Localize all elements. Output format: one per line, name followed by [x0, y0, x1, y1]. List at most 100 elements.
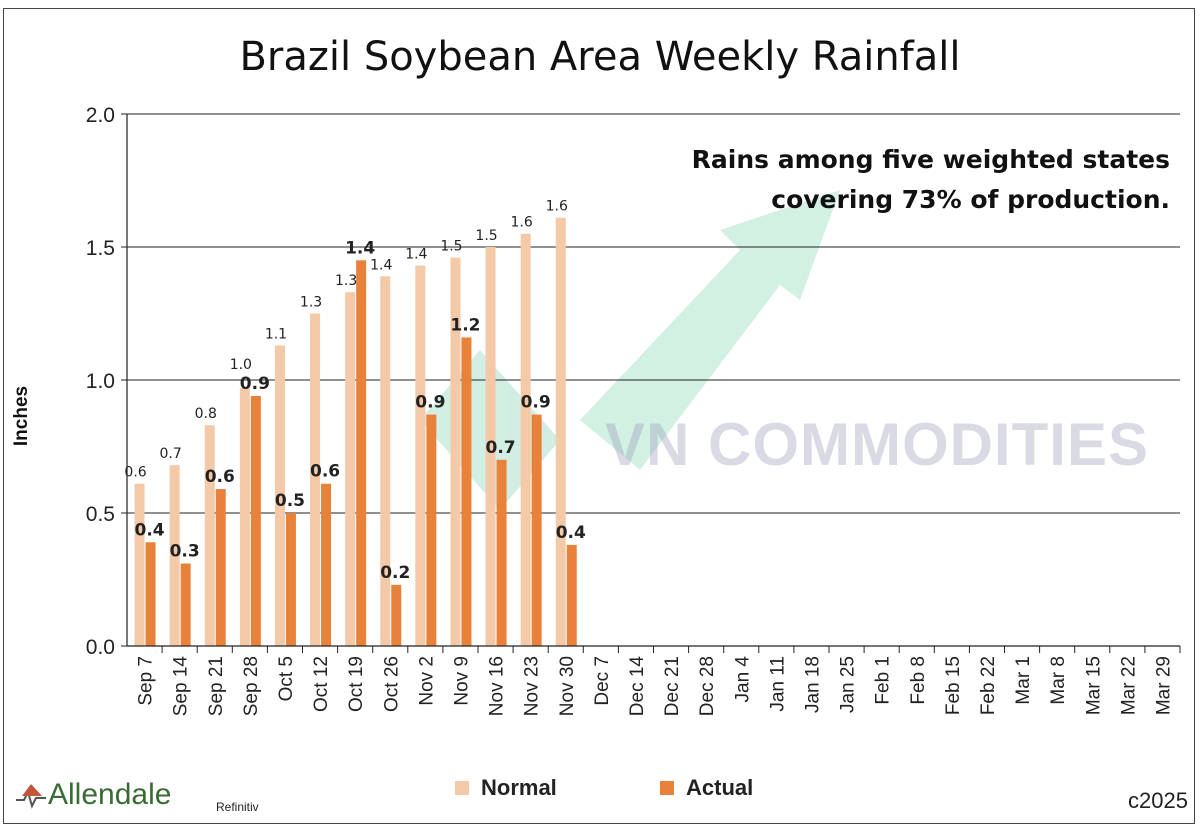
bar-normal: [415, 265, 426, 646]
x-tick-label: Nov 23: [522, 656, 543, 716]
x-tick-label: Sep 14: [171, 656, 192, 717]
y-tick-label: 1.5: [86, 237, 115, 260]
y-tick-label: 0.0: [86, 636, 115, 659]
copyright: c2025: [1128, 788, 1188, 813]
y-tick-label: 0.5: [86, 503, 115, 526]
annotation-line-1: Rains among five weighted states: [691, 145, 1170, 174]
data-label-actual: 0.4: [556, 523, 586, 543]
logo-roof-icon: [16, 784, 46, 809]
data-label-actual: 1.2: [450, 315, 480, 335]
bar-actual: [391, 584, 402, 646]
data-label-actual: 0.7: [485, 438, 515, 458]
bar-actual: [496, 459, 507, 646]
data-label-normal: 1.5: [440, 239, 462, 255]
bar-normal: [485, 247, 496, 646]
x-tick-label: Sep 28: [241, 656, 262, 716]
x-tick-label: Nov 30: [557, 656, 578, 716]
data-label-normal: 1.4: [370, 257, 392, 273]
data-label-normal: 1.0: [230, 357, 252, 373]
x-tick-label: Mar 8: [1048, 656, 1069, 705]
chart-frame: [3, 8, 1195, 824]
data-label-normal: 1.6: [546, 199, 568, 215]
bar-normal: [169, 465, 180, 646]
x-tick-label: Dec 28: [697, 656, 718, 716]
bar-normal: [239, 387, 250, 646]
x-tick-label: Mar 22: [1118, 656, 1139, 715]
data-label-actual: 0.6: [310, 462, 340, 482]
bar-normal: [450, 257, 461, 646]
bar-normal: [134, 483, 145, 646]
legend-swatch-normal: [455, 781, 469, 795]
x-tick-label: Feb 15: [943, 656, 964, 715]
x-tick-label: Jan 11: [767, 656, 788, 712]
x-tick-label: Mar 1: [1013, 656, 1034, 705]
data-label-actual: 0.4: [134, 520, 164, 540]
data-label-normal: 1.3: [335, 273, 357, 289]
x-tick-label: Sep 21: [206, 656, 227, 716]
watermark: VN COMMODITIES: [605, 411, 1150, 478]
bar-normal: [345, 292, 356, 646]
x-tick-label: Oct 26: [381, 656, 402, 712]
x-tick-label: Oct 19: [346, 656, 367, 712]
x-tick-label: Nov 16: [487, 656, 508, 716]
data-label-normal: 1.5: [475, 228, 497, 244]
bar-normal: [310, 313, 321, 646]
bar-normal: [555, 217, 566, 647]
data-label-actual: 1.4: [345, 238, 375, 258]
x-tick-label: Feb 8: [908, 656, 929, 705]
data-label-normal: 0.6: [124, 465, 146, 481]
y-axis-label: Inches: [11, 385, 33, 447]
legend-label-normal: Normal: [481, 775, 557, 800]
data-label-normal: 1.6: [511, 215, 533, 231]
data-label-normal: 1.4: [405, 247, 427, 263]
bar-normal: [204, 425, 215, 646]
y-tick-label: 1.0: [86, 370, 115, 393]
bar-actual: [215, 489, 226, 646]
data-label-normal: 1.1: [265, 326, 287, 342]
x-tick-label: Jan 4: [732, 656, 753, 703]
legend-swatch-actual: [660, 781, 674, 795]
x-tick-label: Sep 7: [136, 656, 157, 706]
x-tick-label: Oct 12: [311, 656, 332, 712]
x-tick-label: Jan 18: [802, 656, 823, 713]
data-label-normal: 1.3: [300, 295, 322, 311]
data-label-actual: 0.5: [275, 491, 305, 511]
bar-normal: [274, 345, 285, 646]
source-label: Refinitiv: [216, 800, 259, 814]
x-tick-label: Dec 14: [627, 656, 648, 717]
bar-actual: [461, 337, 472, 646]
bar-actual: [285, 513, 296, 646]
allendale-logo: Allendale: [14, 778, 171, 812]
x-tick-label: Mar 29: [1153, 656, 1174, 715]
bar-actual: [531, 414, 542, 646]
bar-actual: [321, 483, 332, 646]
x-tick-label: Jan 25: [838, 656, 859, 713]
data-label-normal: 0.7: [160, 446, 182, 462]
bar-actual: [250, 395, 261, 646]
x-tick-label: Dec 21: [662, 656, 683, 716]
legend-normal: Normal: [455, 775, 557, 801]
bar-actual: [356, 260, 367, 646]
x-tick-label: Dec 7: [592, 656, 613, 706]
bar-normal: [520, 233, 531, 646]
data-label-actual: 0.6: [205, 467, 235, 487]
bar-normal: [380, 276, 391, 646]
data-label-actual: 0.3: [170, 542, 200, 562]
bar-actual: [145, 542, 156, 646]
y-tick-label: 2.0: [86, 104, 115, 127]
data-label-actual: 0.2: [380, 563, 410, 583]
legend-actual: Actual: [660, 775, 753, 801]
annotation: Rains among five weighted states coverin…: [692, 140, 1170, 220]
x-tick-label: Oct 5: [276, 656, 297, 701]
annotation-line-2: covering 73% of production.: [771, 185, 1170, 214]
logo-text: Allendale: [48, 778, 172, 811]
legend-label-actual: Actual: [686, 775, 754, 800]
x-tick-label: Nov 9: [451, 656, 472, 706]
x-tick-label: Mar 15: [1083, 656, 1104, 715]
bar-actual: [566, 544, 577, 646]
x-tick-label: Feb 22: [978, 656, 999, 715]
bar-actual: [180, 563, 191, 646]
x-tick-label: Feb 1: [873, 656, 894, 705]
chart-title: Brazil Soybean Area Weekly Rainfall: [239, 34, 961, 80]
